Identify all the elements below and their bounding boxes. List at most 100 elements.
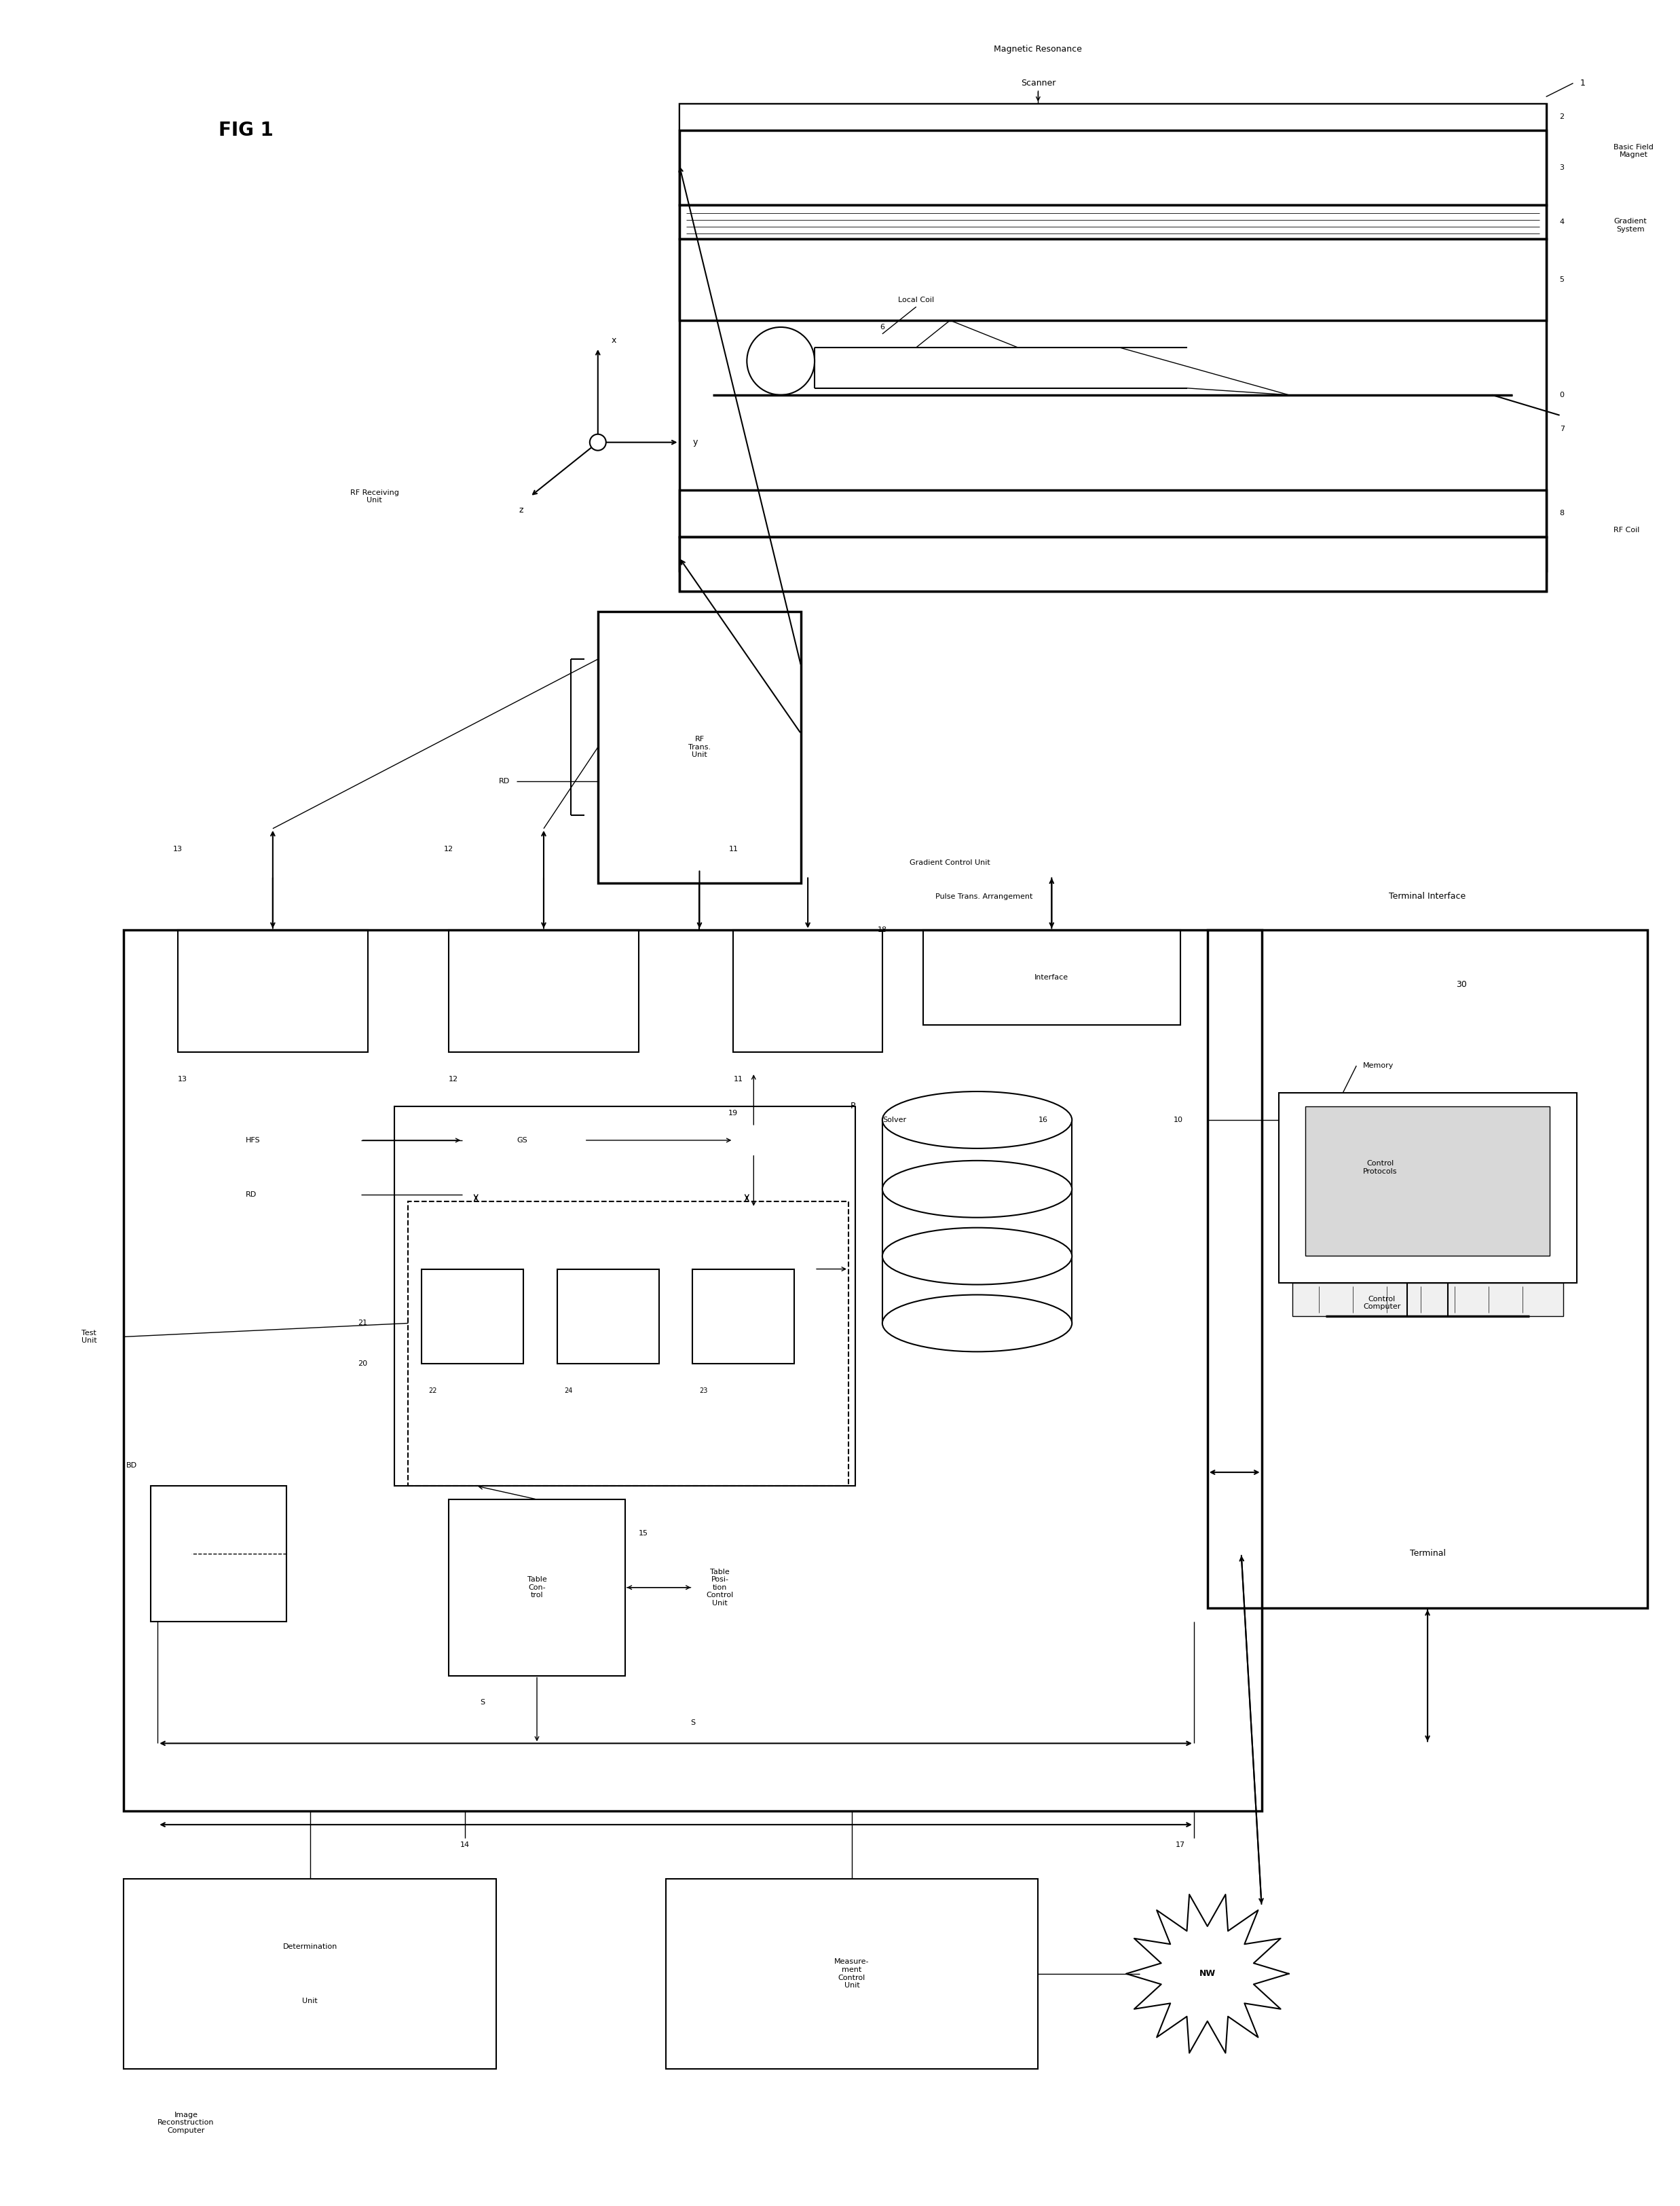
Bar: [422, 1268, 524, 1363]
Text: y: y: [692, 439, 697, 448]
Bar: [682, 243, 1542, 318]
Text: 23: 23: [699, 1388, 707, 1394]
Bar: [679, 538, 1546, 571]
Text: RD: RD: [245, 1191, 257, 1198]
Text: Test
Unit: Test Unit: [81, 1330, 97, 1343]
Text: 14: 14: [460, 1842, 470, 1849]
Text: 24: 24: [564, 1388, 573, 1394]
Bar: [449, 931, 638, 1052]
Bar: [124, 931, 1262, 1811]
Circle shape: [590, 435, 606, 450]
Bar: [1278, 1092, 1576, 1282]
Text: Scanner: Scanner: [1021, 79, 1055, 88]
Bar: [679, 104, 1546, 130]
Bar: [679, 205, 1546, 238]
Text: Table
Con-
trol: Table Con- trol: [528, 1577, 546, 1599]
Ellipse shape: [882, 1092, 1072, 1149]
Bar: [679, 238, 1546, 320]
Bar: [679, 205, 1546, 238]
Text: Control
Protocols: Control Protocols: [1362, 1160, 1398, 1176]
Bar: [665, 1880, 1038, 2069]
Text: 22: 22: [428, 1388, 437, 1394]
Text: 12: 12: [449, 1077, 459, 1083]
Text: 10: 10: [1174, 1116, 1183, 1123]
Text: RF Receiving
Unit: RF Receiving Unit: [349, 490, 398, 503]
Text: 12: 12: [444, 845, 454, 852]
Text: Local Coil: Local Coil: [899, 296, 934, 304]
Text: Basic Field
Magnet: Basic Field Magnet: [1614, 143, 1653, 159]
Bar: [734, 931, 882, 1052]
Text: x: x: [612, 335, 617, 344]
Text: 11: 11: [734, 1077, 743, 1083]
Bar: [395, 1107, 855, 1487]
Text: Determination: Determination: [282, 1943, 338, 1950]
Text: RF Coil: RF Coil: [1614, 527, 1640, 534]
Text: 21: 21: [358, 1319, 368, 1326]
Text: 2: 2: [1559, 115, 1564, 121]
Text: 15: 15: [638, 1531, 648, 1538]
Bar: [151, 1487, 286, 1621]
Bar: [679, 104, 1546, 591]
Text: 0: 0: [1559, 390, 1564, 399]
Bar: [679, 538, 1546, 591]
Text: Gradient
System: Gradient System: [1614, 218, 1646, 234]
Text: P: P: [850, 1103, 855, 1112]
Text: 1: 1: [1579, 79, 1586, 88]
Bar: [1292, 1282, 1562, 1317]
Text: Table
Posi-
tion
Control
Unit: Table Posi- tion Control Unit: [706, 1568, 734, 1606]
Bar: [882, 1121, 1072, 1324]
Bar: [679, 490, 1546, 538]
Text: 5: 5: [1559, 276, 1564, 282]
Bar: [682, 135, 1542, 201]
Text: 20: 20: [358, 1361, 368, 1368]
Text: 18: 18: [877, 927, 887, 933]
Text: 3: 3: [1559, 165, 1564, 172]
Text: FIG 1: FIG 1: [218, 121, 274, 141]
Text: Gradient Control Unit: Gradient Control Unit: [911, 858, 990, 865]
Text: HFS: HFS: [245, 1136, 260, 1143]
Text: 13: 13: [178, 1077, 188, 1083]
Text: Unit: Unit: [302, 1996, 318, 2005]
Text: RD: RD: [499, 779, 509, 785]
Text: S: S: [480, 1699, 486, 1705]
Bar: [679, 130, 1546, 205]
Bar: [679, 490, 1546, 538]
Text: Magnetic Resonance: Magnetic Resonance: [995, 44, 1082, 53]
Text: 19: 19: [729, 1110, 738, 1116]
Text: Solver: Solver: [882, 1116, 906, 1123]
Text: 16: 16: [1038, 1116, 1048, 1123]
Bar: [679, 238, 1546, 320]
Ellipse shape: [882, 1229, 1072, 1284]
Text: S: S: [690, 1721, 696, 1727]
Bar: [679, 130, 1546, 205]
Text: 8: 8: [1559, 510, 1564, 516]
Bar: [408, 1202, 848, 1487]
Bar: [679, 538, 1546, 571]
Text: Interface: Interface: [1035, 975, 1068, 982]
Text: 30: 30: [1457, 979, 1467, 988]
Bar: [1305, 1107, 1549, 1255]
Text: Control
Computer: Control Computer: [1362, 1295, 1401, 1310]
Text: Terminal Interface: Terminal Interface: [1389, 891, 1467, 900]
Bar: [682, 494, 1542, 534]
Text: 6: 6: [880, 324, 885, 331]
Text: RF
Trans.
Unit: RF Trans. Unit: [689, 737, 711, 759]
Text: Pulse Trans. Arrangement: Pulse Trans. Arrangement: [936, 893, 1033, 900]
Bar: [558, 1268, 659, 1363]
Text: 13: 13: [173, 845, 183, 852]
Bar: [692, 1268, 795, 1363]
Ellipse shape: [882, 1160, 1072, 1218]
Text: 7: 7: [1559, 426, 1564, 432]
Text: Image
Reconstruction
Computer: Image Reconstruction Computer: [158, 2111, 215, 2133]
Text: GS: GS: [517, 1136, 528, 1143]
Text: 11: 11: [729, 845, 738, 852]
Bar: [178, 931, 368, 1052]
Bar: [598, 611, 801, 882]
Text: 17: 17: [1176, 1842, 1184, 1849]
Bar: [449, 1500, 625, 1677]
Text: Terminal: Terminal: [1410, 1549, 1445, 1557]
Text: Measure-
ment
Control
Unit: Measure- ment Control Unit: [835, 1959, 869, 1990]
Text: z: z: [519, 505, 524, 514]
Text: 4: 4: [1559, 218, 1564, 225]
Ellipse shape: [882, 1295, 1072, 1352]
